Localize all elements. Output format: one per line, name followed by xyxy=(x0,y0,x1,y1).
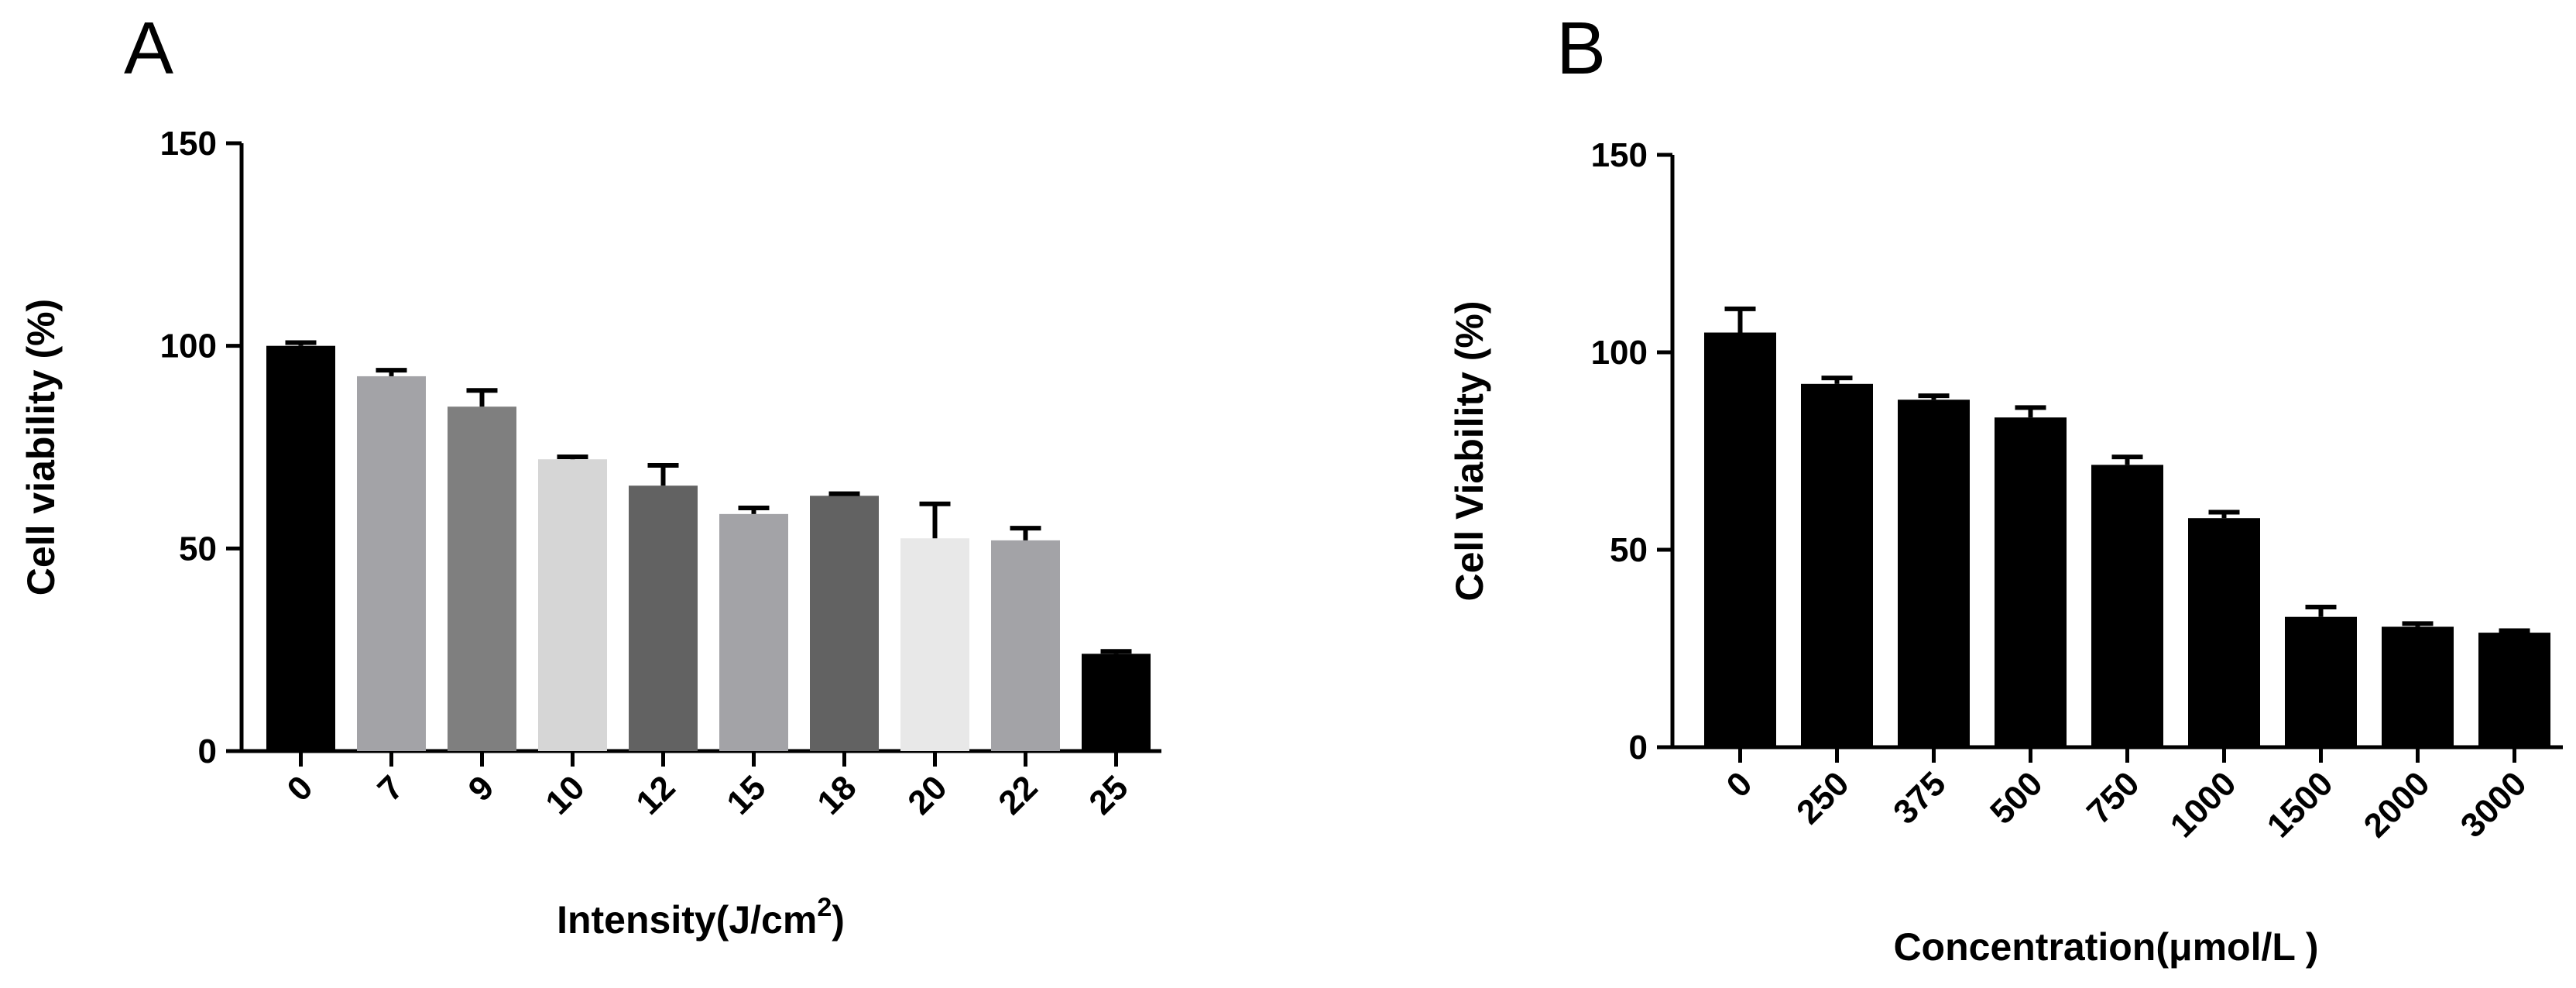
panel-a-bar xyxy=(266,345,335,752)
panel-a-y-tick-label: 50 xyxy=(179,530,217,568)
panel-a-letter: A xyxy=(124,7,173,90)
panel-a-x-tick-label: 18 xyxy=(810,768,863,822)
panel-b-bar xyxy=(2478,633,2550,747)
panel-a-bar xyxy=(991,540,1060,751)
panel-b-bar xyxy=(1704,332,1776,747)
panel-a-y-tick-label: 0 xyxy=(198,732,217,770)
panel-b-bar xyxy=(2091,465,2163,747)
panel-a-bar xyxy=(1082,654,1151,751)
panel-a-x-tick-label: 0 xyxy=(280,768,321,808)
panel-a-x-tick-label: 7 xyxy=(371,768,411,808)
panel-a-x-axis-title: Intensity(J/cm2) xyxy=(557,893,845,942)
panel-b-bar xyxy=(1801,383,1873,747)
panel-b-x-tick-label: 750 xyxy=(2080,764,2147,832)
panel-a-x-tick-label: 15 xyxy=(719,768,773,822)
panel-b-x-tick-label: 0 xyxy=(1720,764,1760,804)
panel-b-y-axis-title: Cell Viability (%) xyxy=(1448,300,1491,601)
panel-a-bar xyxy=(357,376,426,751)
panel-a-y-tick-label: 100 xyxy=(160,328,217,365)
panel-b-y-tick-label: 50 xyxy=(1610,531,1648,569)
panel-b-x-axis-title: Concentration(μmol/L ) xyxy=(1893,925,2318,969)
panel-a-bar xyxy=(810,496,879,751)
panel-b-x-tick-label: 1000 xyxy=(2163,764,2244,845)
panel-a-bar xyxy=(448,407,516,751)
panel-b-bar xyxy=(1898,400,1970,747)
panel-b-x-tick-label: 500 xyxy=(1983,764,2050,832)
panel-b-bar xyxy=(2285,616,2357,747)
panel-b-y-tick-label: 100 xyxy=(1591,334,1648,372)
panel-a-x-tick-label: 9 xyxy=(461,768,502,808)
panel-a-y-tick-label: 150 xyxy=(160,125,217,163)
panel-b-bar xyxy=(1995,417,2067,747)
panel-b-bar xyxy=(2382,626,2454,747)
panel-a-y-axis-title: Cell viability (%) xyxy=(19,299,63,595)
panel-a-x-tick-label: 25 xyxy=(1082,768,1135,822)
panel-b-x-tick-label: 375 xyxy=(1886,764,1953,832)
panel-a-x-tick-label: 12 xyxy=(629,768,682,822)
panel-a-x-tick-label: 10 xyxy=(538,768,592,822)
panel-b-bar xyxy=(2188,518,2260,747)
panel-b-x-tick-label: 250 xyxy=(1789,764,1857,832)
panel-b-x-tick-label: 3000 xyxy=(2454,764,2534,845)
panel-a-bar xyxy=(719,513,788,751)
panel-b-x-tick-label: 1500 xyxy=(2260,764,2341,845)
panel-a-chart: A 0 50 100 150 0 7 9 10 12 15 18 20 22 25 Cell viabili… xyxy=(19,7,1161,942)
panel-a-x-tick-label: 20 xyxy=(900,768,954,822)
panel-b-letter: B xyxy=(1556,7,1606,90)
panel-a-bar xyxy=(538,459,607,751)
panel-b-y-tick-label: 0 xyxy=(1629,729,1648,767)
panel-b-x-tick-label: 2000 xyxy=(2357,764,2437,845)
panel-a-bar xyxy=(900,538,969,751)
panel-b-y-tick-label: 150 xyxy=(1591,136,1648,174)
panel-a-x-tick-label: 22 xyxy=(991,768,1044,822)
panel-a-bar xyxy=(629,485,698,751)
